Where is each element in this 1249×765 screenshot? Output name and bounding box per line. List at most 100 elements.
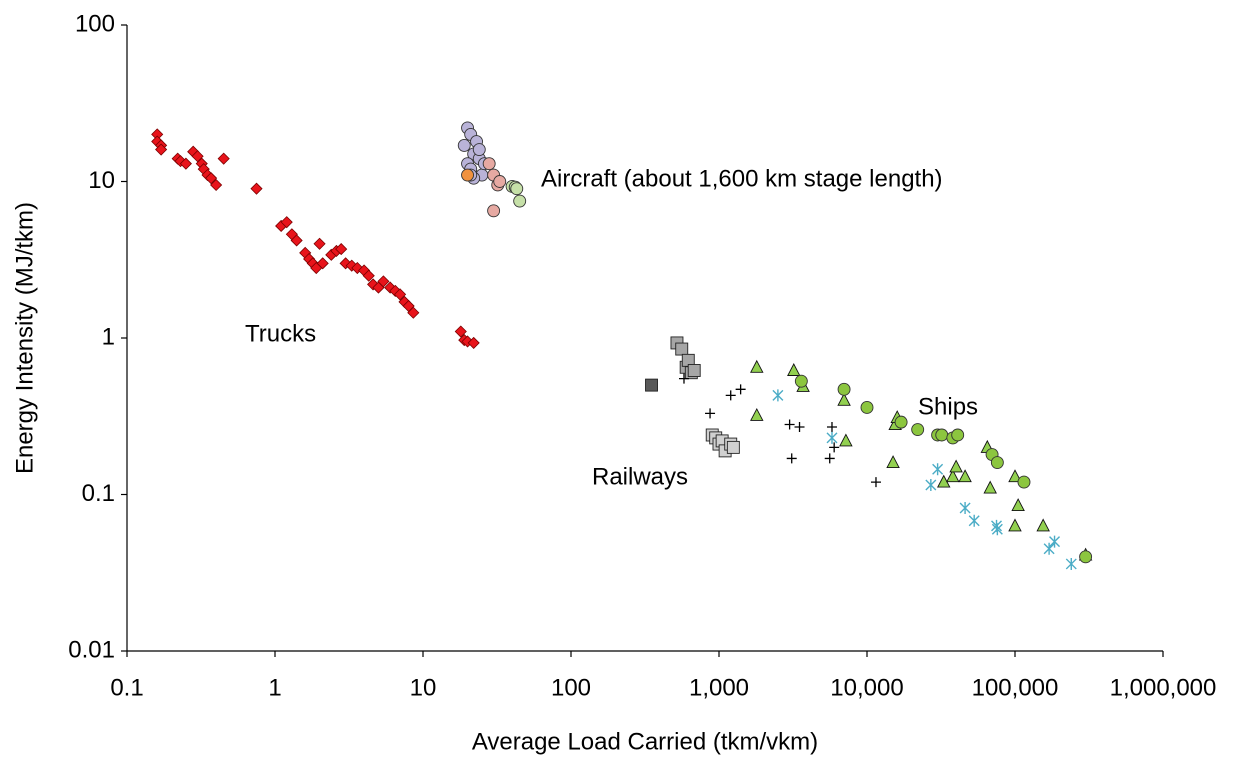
- x-tick-label: 10: [410, 674, 437, 701]
- point: [389, 284, 402, 297]
- point: [826, 421, 837, 432]
- point: [946, 469, 960, 483]
- point: [335, 243, 348, 256]
- point: [750, 359, 764, 373]
- point: [949, 459, 963, 473]
- annotation: Ships: [918, 393, 978, 420]
- point: [870, 477, 881, 488]
- point: [925, 479, 937, 492]
- point: [487, 204, 501, 218]
- point: [839, 433, 853, 447]
- point: [687, 364, 701, 377]
- point: [362, 269, 375, 282]
- point: [316, 257, 329, 270]
- point: [784, 419, 795, 430]
- point: [991, 523, 1003, 536]
- point: [377, 275, 390, 288]
- point: [678, 373, 689, 384]
- x-tick-label: 0.1: [110, 674, 143, 701]
- point: [894, 415, 908, 429]
- point: [394, 288, 407, 301]
- point: [210, 178, 223, 192]
- point: [794, 374, 808, 388]
- point: [407, 306, 420, 319]
- point: [958, 469, 972, 483]
- point: [290, 234, 303, 247]
- point: [1049, 535, 1061, 548]
- x-tick-label: 1,000,000: [1110, 674, 1217, 701]
- point: [837, 392, 851, 406]
- point: [932, 463, 944, 476]
- point: [461, 168, 475, 182]
- point: [886, 455, 900, 469]
- point: [725, 390, 736, 401]
- point: [155, 143, 168, 156]
- point: [280, 216, 293, 229]
- x-tick-label: 1,000: [689, 674, 749, 701]
- point: [174, 155, 187, 168]
- y-tick-label: 10: [88, 167, 115, 194]
- point: [1065, 557, 1077, 570]
- point: [959, 501, 971, 514]
- point: [513, 194, 527, 208]
- point: [983, 480, 997, 494]
- point: [217, 152, 230, 165]
- point: [829, 442, 840, 453]
- point: [1008, 518, 1022, 532]
- annotation: Trucks: [245, 320, 316, 347]
- point: [1008, 469, 1022, 483]
- point: [493, 175, 507, 188]
- point: [345, 259, 358, 272]
- annotation: Aircraft (about 1,600 km stage length): [541, 165, 943, 192]
- x-tick-label: 10,000: [830, 674, 903, 701]
- point: [339, 257, 352, 270]
- point: [1017, 475, 1031, 489]
- point: [860, 400, 874, 414]
- point: [735, 384, 746, 395]
- point: [826, 431, 838, 444]
- x-tick-label: 100: [551, 674, 591, 701]
- point: [726, 440, 740, 454]
- x-axis-title: Average Load Carried (tkm/vkm): [472, 728, 818, 755]
- point: [772, 389, 784, 402]
- point: [313, 237, 326, 250]
- point: [675, 342, 689, 356]
- point: [1011, 498, 1025, 511]
- point: [951, 428, 965, 442]
- annotation: Railways: [592, 463, 688, 490]
- point: [179, 157, 192, 170]
- point: [1036, 518, 1050, 532]
- point: [705, 408, 716, 419]
- y-tick-label: 0.1: [82, 480, 115, 507]
- point: [911, 423, 925, 437]
- point: [794, 421, 805, 432]
- y-tick-label: 1: [102, 323, 115, 350]
- point: [990, 456, 1004, 470]
- point: [191, 150, 204, 163]
- point: [351, 261, 364, 275]
- x-tick-label: 1: [268, 674, 281, 701]
- point: [645, 378, 658, 392]
- point: [454, 325, 467, 338]
- point: [787, 363, 801, 376]
- point: [1079, 550, 1093, 564]
- y-tick-label: 100: [75, 10, 115, 37]
- point: [1043, 542, 1055, 555]
- point: [968, 514, 980, 527]
- point: [482, 157, 496, 171]
- point: [824, 453, 835, 464]
- y-tick-label: 0.01: [68, 636, 115, 663]
- point: [510, 182, 524, 196]
- point: [837, 382, 851, 396]
- y-axis-title: Energy Intensity (MJ/tkm): [11, 202, 38, 474]
- point: [457, 138, 471, 152]
- point: [205, 172, 218, 185]
- point: [786, 453, 797, 464]
- point: [250, 182, 263, 195]
- point: [935, 428, 949, 442]
- point: [750, 407, 764, 421]
- point: [467, 336, 480, 349]
- point: [472, 143, 486, 157]
- x-tick-label: 100,000: [972, 674, 1059, 701]
